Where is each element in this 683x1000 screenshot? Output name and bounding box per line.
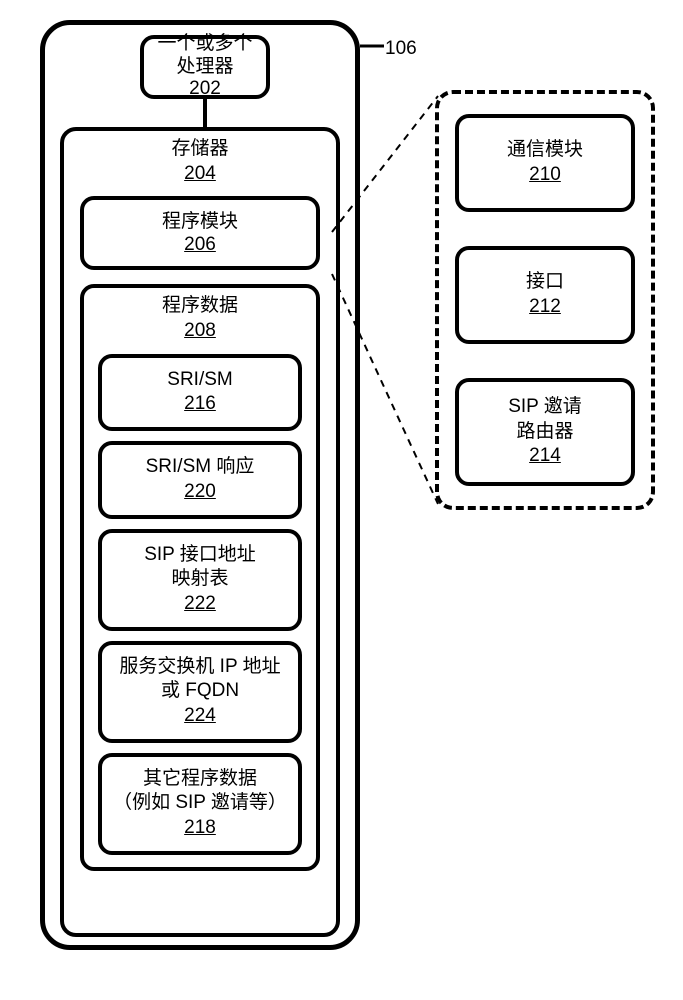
data-item-0: SRI/SM 216 (98, 354, 302, 431)
data-item-1: SRI/SM 响应 220 (98, 441, 302, 518)
callout-item-0: 通信模块 210 (455, 114, 635, 212)
data-item-4-num: 218 (106, 816, 294, 841)
program-data-num: 208 (94, 319, 306, 344)
device-container: 一个或多个 处理器 202 存储器 204 程序模块 206 程序数据 208 … (40, 20, 360, 950)
data-item-4-l2: （例如 SIP 邀请等） (106, 791, 294, 816)
memory-num: 204 (64, 162, 336, 187)
data-item-2-num: 222 (106, 592, 294, 617)
data-item-2: SIP 接口地址 映射表 222 (98, 529, 302, 631)
data-item-3-l2: 或 FQDN (106, 679, 294, 704)
reference-label: 106 (385, 38, 417, 60)
program-data-title: 程序数据 (94, 294, 306, 319)
processor-line1: 一个或多个 (144, 33, 266, 56)
callout-item-0-l1: 通信模块 (459, 138, 631, 163)
data-item-1-l1: SRI/SM 响应 (106, 455, 294, 480)
connector-line (203, 99, 207, 127)
processor-box: 一个或多个 处理器 202 (140, 35, 270, 99)
program-module-box: 程序模块 206 (80, 196, 320, 270)
callout-item-1: 接口 212 (455, 246, 635, 344)
program-module-num: 206 (84, 233, 316, 257)
data-item-0-num: 216 (106, 392, 294, 417)
data-item-3-l1: 服务交换机 IP 地址 (106, 655, 294, 680)
memory-header: 存储器 204 (64, 137, 336, 186)
data-item-4: 其它程序数据 （例如 SIP 邀请等） 218 (98, 753, 302, 855)
callout-item-2: SIP 邀请 路由器 214 (455, 378, 635, 486)
data-item-2-l1: SIP 接口地址 (106, 543, 294, 568)
data-item-2-l2: 映射表 (106, 567, 294, 592)
data-item-3-num: 224 (106, 704, 294, 729)
callout-item-2-l2: 路由器 (459, 420, 631, 445)
data-item-4-l1: 其它程序数据 (106, 767, 294, 792)
data-item-0-l1: SRI/SM (106, 368, 294, 393)
callout-item-2-num: 214 (459, 444, 631, 469)
program-data-header: 程序数据 208 (94, 294, 306, 343)
callout-box: 通信模块 210 接口 212 SIP 邀请 路由器 214 (435, 90, 655, 510)
memory-title: 存储器 (64, 137, 336, 162)
program-data-box: 程序数据 208 SRI/SM 216 SRI/SM 响应 220 SIP 接口… (80, 284, 320, 870)
processor-num: 202 (144, 78, 266, 101)
data-item-3: 服务交换机 IP 地址 或 FQDN 224 (98, 641, 302, 743)
callout-item-1-l1: 接口 (459, 270, 631, 295)
callout-item-0-num: 210 (459, 163, 631, 188)
data-item-1-num: 220 (106, 480, 294, 505)
callout-item-2-l1: SIP 邀请 (459, 395, 631, 420)
program-module-title: 程序模块 (84, 210, 316, 234)
processor-line2: 处理器 (144, 56, 266, 79)
callout-item-1-num: 212 (459, 295, 631, 320)
memory-box: 存储器 204 程序模块 206 程序数据 208 SRI/SM 216 SRI… (60, 127, 340, 937)
